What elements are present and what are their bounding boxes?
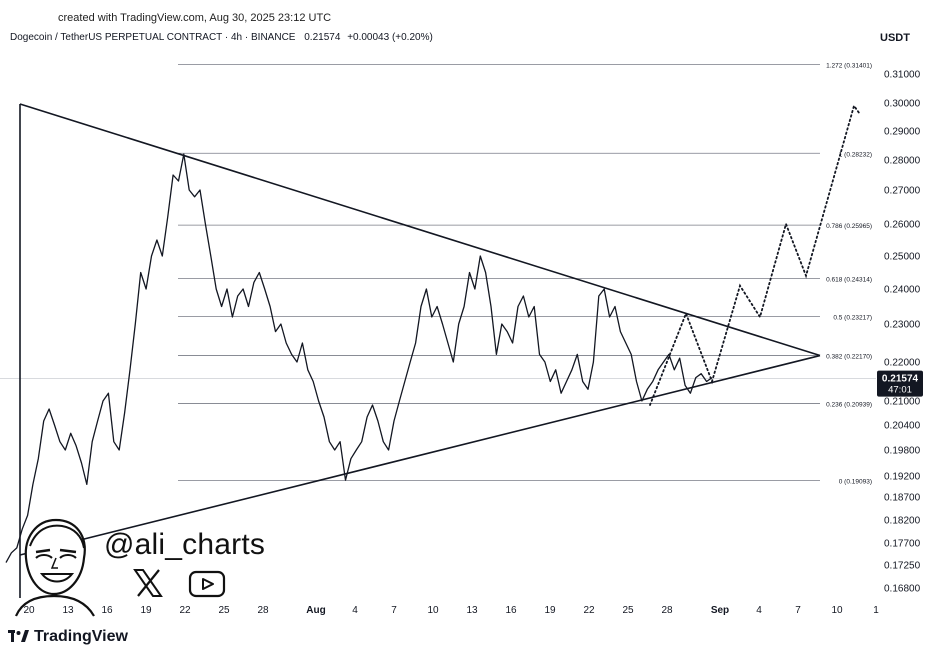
youtube-triangle bbox=[202, 578, 214, 590]
current-price-badge bbox=[877, 370, 923, 397]
symbol-header: Dogecoin / TetherUS PERPETUAL CONTRACT ·… bbox=[10, 32, 433, 43]
candle-countdown-label: 47:01 bbox=[888, 385, 912, 396]
time-tick-label: 28 bbox=[661, 605, 673, 616]
created-with-text: created with TradingView.com, Aug 30, 20… bbox=[58, 12, 332, 24]
currency-label[interactable]: USDT bbox=[880, 32, 910, 44]
price-tick-label: 0.18200 bbox=[884, 516, 921, 527]
price-tick-label: 0.19200 bbox=[884, 472, 921, 483]
projected-path bbox=[649, 103, 861, 406]
fib-level-label: 0 (0.19093) bbox=[839, 478, 872, 485]
symmetrical-triangle bbox=[19, 103, 821, 598]
time-tick-label: 10 bbox=[427, 605, 439, 616]
fibonacci-levels: 1.272 (0.31401) 1 (0.28232) 0.786 (0.25965… bbox=[0, 63, 876, 485]
tradingview-logo-icon bbox=[8, 630, 29, 642]
price-tick-label: 0.18700 bbox=[884, 493, 921, 504]
x-logo-icon[interactable] bbox=[133, 569, 163, 597]
ascending-support-line bbox=[19, 354, 821, 556]
avatar-hair bbox=[29, 524, 85, 549]
time-tick-label: 22 bbox=[583, 605, 595, 616]
price-series bbox=[5, 103, 861, 563]
descending-resistance-line bbox=[19, 103, 821, 357]
time-tick-label: 28 bbox=[257, 605, 269, 616]
avatar-brows bbox=[35, 548, 77, 554]
price-tick-label: 0.26000 bbox=[884, 220, 921, 231]
price-line bbox=[5, 153, 713, 563]
price-tick-label: 0.23000 bbox=[884, 320, 921, 331]
time-tick-label: 20 bbox=[23, 605, 35, 616]
price-tick-label: 0.17250 bbox=[884, 561, 921, 572]
time-tick-label: 1 bbox=[873, 605, 879, 616]
price-tick-label: 0.17700 bbox=[884, 539, 921, 550]
price-tick-label: 0.16800 bbox=[884, 584, 921, 595]
time-axis: 20 13 16 19 22 25 28 Aug 4 7 10 13 16 19 22 25 28 Sep 4 7 10… bbox=[23, 605, 879, 616]
price-tick-label: 0.24000 bbox=[884, 285, 921, 296]
x-logo-stroke-b bbox=[137, 569, 160, 597]
time-tick-label: 19 bbox=[544, 605, 556, 616]
avatar-nose bbox=[50, 557, 58, 569]
price-tick-label: 0.30000 bbox=[884, 99, 921, 110]
fib-level-label: 0.5 (0.23217) bbox=[833, 314, 872, 321]
youtube-play-icon[interactable] bbox=[188, 570, 226, 598]
time-tick-label: 13 bbox=[62, 605, 74, 616]
current-price-label: 0.21574 bbox=[882, 374, 919, 385]
fib-level-label: 0.382 (0.22170) bbox=[826, 354, 872, 361]
price-tick-label: 0.21000 bbox=[884, 397, 921, 408]
time-tick-label: 7 bbox=[795, 605, 801, 616]
avatar-shoulders bbox=[14, 594, 95, 617]
price-axis: 0.31000 0.30000 0.29000 0.28000 0.27000 0.260… bbox=[877, 70, 923, 595]
avatar-eyes bbox=[35, 554, 77, 559]
time-tick-label: 16 bbox=[101, 605, 113, 616]
price-change: +0.00043 (+0.20%) bbox=[347, 32, 433, 43]
tradingview-watermark: TradingView bbox=[8, 628, 128, 646]
watermark-text: TradingView bbox=[34, 628, 128, 645]
author-handle: @ali_charts bbox=[104, 528, 266, 561]
time-tick-label: 22 bbox=[179, 605, 191, 616]
fib-level-label: 0.786 (0.25965) bbox=[826, 223, 872, 230]
fib-level-label: 1.272 (0.31401) bbox=[826, 63, 872, 70]
symbol-title[interactable]: Dogecoin / TetherUS PERPETUAL CONTRACT ·… bbox=[10, 32, 296, 43]
last-price: 0.21574 bbox=[304, 32, 341, 43]
time-tick-label: 25 bbox=[218, 605, 230, 616]
price-tick-label: 0.27000 bbox=[884, 186, 921, 197]
time-tick-label: 13 bbox=[466, 605, 478, 616]
price-tick-label: 0.28000 bbox=[884, 156, 921, 167]
price-tick-label: 0.20400 bbox=[884, 421, 921, 432]
time-tick-label: 19 bbox=[140, 605, 152, 616]
time-tick-label: Aug bbox=[306, 605, 325, 616]
avatar-illustration[interactable] bbox=[14, 518, 95, 617]
price-tick-label: 0.29000 bbox=[884, 127, 921, 138]
price-tick-label: 0.19800 bbox=[884, 446, 921, 457]
time-tick-label: 4 bbox=[756, 605, 762, 616]
price-tick-label: 0.31000 bbox=[884, 70, 921, 81]
branding-layer bbox=[14, 518, 226, 617]
fib-level-label: 1 (0.28232) bbox=[839, 151, 872, 158]
price-tick-label: 0.25000 bbox=[884, 252, 921, 263]
time-tick-label: 16 bbox=[505, 605, 517, 616]
time-tick-label: 7 bbox=[391, 605, 397, 616]
time-tick-label: 10 bbox=[831, 605, 843, 616]
time-tick-label: 25 bbox=[622, 605, 634, 616]
avatar-smile bbox=[39, 573, 75, 583]
time-tick-label: 4 bbox=[352, 605, 358, 616]
fib-level-label: 0.618 (0.24314) bbox=[826, 277, 872, 284]
price-tick-label: 0.22000 bbox=[884, 358, 921, 369]
time-tick-label: Sep bbox=[711, 605, 729, 616]
fib-level-label: 0.236 (0.20939) bbox=[826, 401, 872, 408]
